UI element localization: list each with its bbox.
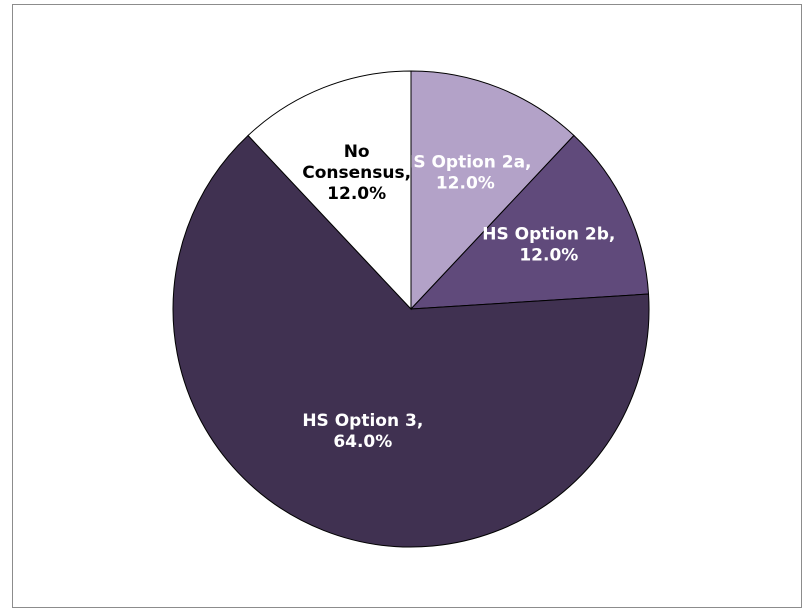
- pie-slice-hs-option-2a: [410, 70, 575, 311]
- pie-slice-hs-option-3: [172, 134, 650, 548]
- pie-slice-hs-option-2b: [409, 134, 650, 310]
- slice-label-hs-option-2b: HS Option 2b, 12.0%: [482, 225, 615, 266]
- slice-label-hs-option-3: HS Option 3, 64.0%: [302, 411, 423, 452]
- slice-label-no-consensus: No Consensus, 12.0%: [302, 142, 411, 204]
- slice-label-hs-option-2a: HS Option 2a, 12.0%: [399, 152, 531, 193]
- pie-slice-no-consensus: [247, 70, 412, 311]
